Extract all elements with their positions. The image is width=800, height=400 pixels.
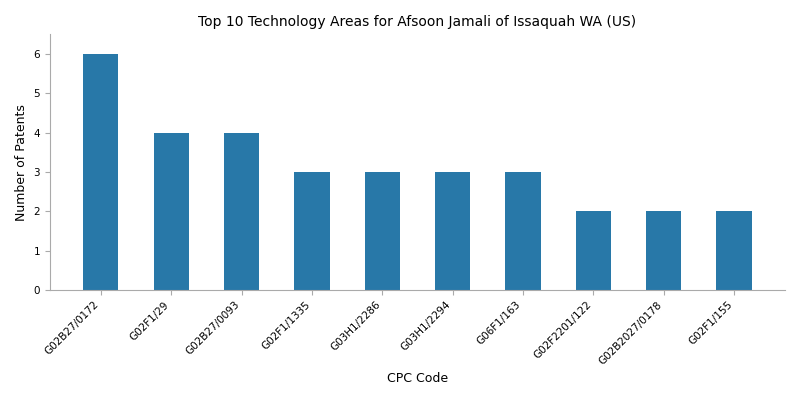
Bar <box>83 54 118 290</box>
Bar <box>224 132 259 290</box>
Bar <box>576 211 611 290</box>
Y-axis label: Number of Patents: Number of Patents <box>15 104 28 220</box>
Bar <box>717 211 751 290</box>
Bar <box>646 211 682 290</box>
Bar <box>294 172 330 290</box>
Title: Top 10 Technology Areas for Afsoon Jamali of Issaquah WA (US): Top 10 Technology Areas for Afsoon Jamal… <box>198 15 637 29</box>
X-axis label: CPC Code: CPC Code <box>387 372 448 385</box>
Bar <box>506 172 541 290</box>
Bar <box>435 172 470 290</box>
Bar <box>365 172 400 290</box>
Bar <box>154 132 189 290</box>
